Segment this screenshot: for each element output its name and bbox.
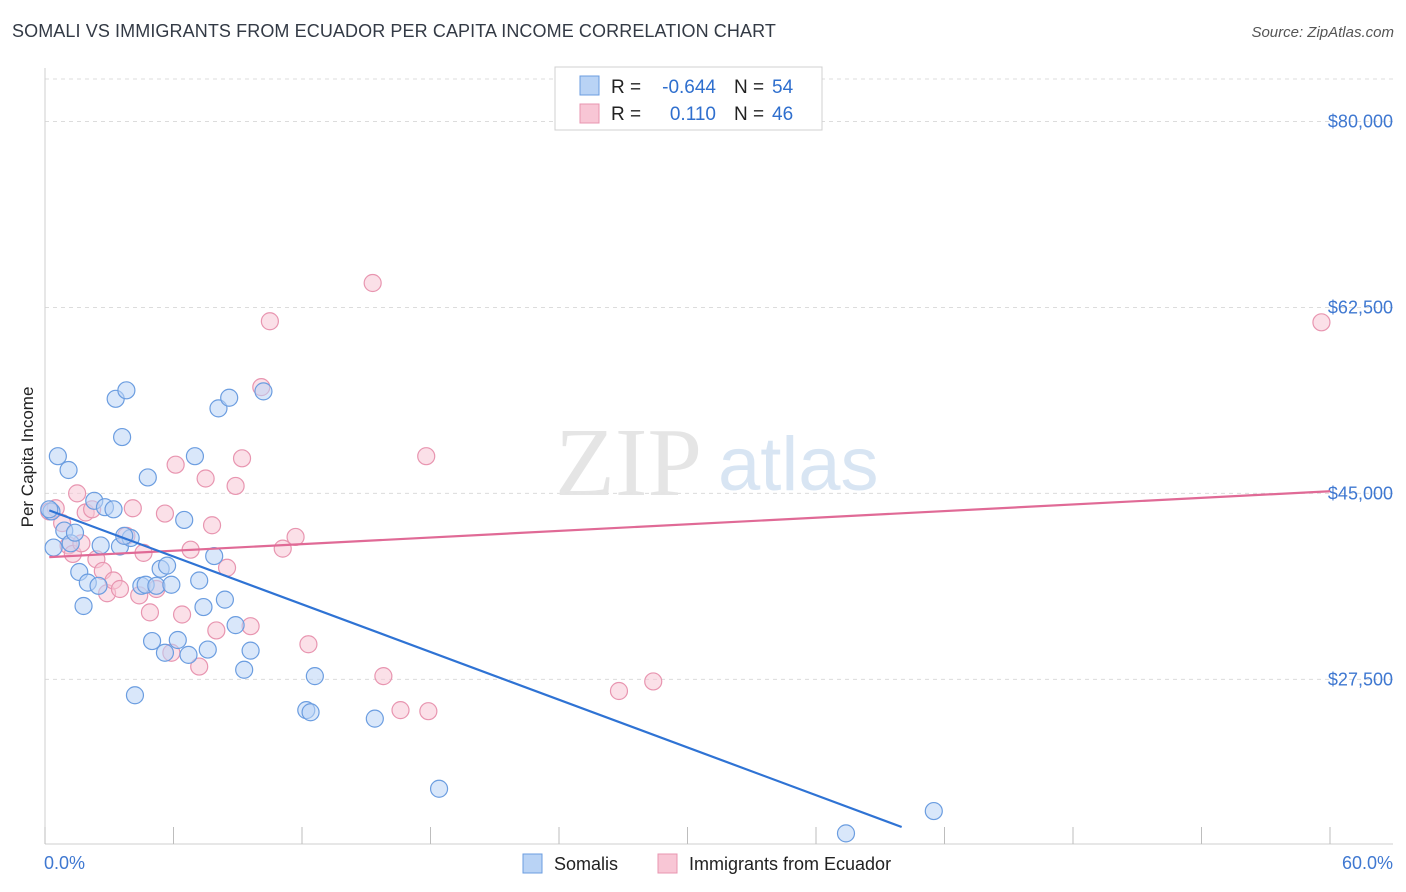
ecuador-point	[286, 527, 305, 547]
stats-r-value-1: -0.644	[662, 77, 716, 98]
ecuador-point	[363, 273, 382, 293]
ecuador-point	[232, 449, 252, 468]
stats-r-label-2: R =	[611, 104, 641, 125]
somali-point	[91, 536, 110, 555]
somali-point	[185, 447, 205, 466]
ecuador-point	[609, 681, 629, 701]
somali-point	[429, 779, 449, 798]
y-tick-label: $45,000	[1328, 483, 1393, 503]
y-tick-label: $62,500	[1328, 297, 1393, 317]
ecuador-point	[207, 621, 226, 640]
x-tick-label-right: 60.0%	[1342, 853, 1393, 873]
stats-n-value-2: 46	[772, 104, 793, 125]
somali-point	[190, 571, 209, 590]
ecuador-point	[241, 617, 260, 636]
gridlines	[45, 78, 1393, 680]
somali-point	[205, 546, 224, 566]
ecuador-point	[166, 455, 185, 474]
somali-point	[194, 597, 213, 617]
somali-point	[65, 523, 85, 542]
somali-point	[44, 538, 63, 557]
somali-point	[104, 500, 123, 519]
somali-point	[241, 641, 260, 660]
ecuador-point	[374, 667, 393, 686]
somali-point	[226, 616, 245, 635]
legend-label-somalis: Somalis	[554, 854, 618, 874]
x-tick-label-left: 0.0%	[44, 853, 85, 873]
ecuador-point	[68, 484, 87, 503]
ecuador-point	[190, 657, 209, 676]
somali-trend-line	[48, 509, 903, 829]
ecuador-trend-line	[49, 490, 1331, 559]
source-note: Source: ZipAtlas.com	[1251, 24, 1394, 41]
ecuador-point	[110, 579, 130, 599]
somali-point	[198, 640, 217, 659]
stats-n-label-1: N =	[734, 77, 764, 98]
somali-point	[162, 575, 181, 594]
ecuador-point	[419, 702, 438, 721]
somali-point	[89, 576, 108, 595]
y-tick-label: $80,000	[1328, 112, 1393, 132]
ecuador-point	[1312, 313, 1331, 332]
somali-point	[74, 596, 93, 616]
stats-n-value-1: 54	[772, 77, 794, 98]
somali-point	[125, 686, 145, 705]
legend-swatch-ecuador	[657, 853, 678, 874]
y-axis-label: Per Capita Income	[18, 387, 37, 528]
ecuador-point	[172, 605, 192, 624]
ecuador-point	[196, 469, 215, 488]
ecuador-point	[299, 635, 318, 654]
somali-point	[59, 460, 78, 480]
stats-box: R = -0.644 N = 54 R = 0.110 N = 46	[554, 66, 823, 131]
watermark-atlas: atlas	[718, 422, 879, 507]
somali-point	[48, 447, 67, 466]
somali-point	[235, 660, 254, 679]
somali-point	[254, 382, 273, 401]
ecuador-point	[202, 516, 222, 535]
somali-point	[155, 643, 175, 662]
legend-swatch-somalis	[522, 853, 543, 874]
somali-point	[924, 801, 943, 821]
ecuador-point	[644, 672, 663, 691]
y-tick-labels: $80,000 $62,500 $45,000 $27,500	[1328, 112, 1393, 690]
somali-point	[305, 667, 324, 686]
somali-point	[220, 388, 239, 407]
somali-point	[142, 631, 162, 651]
somali-point	[365, 709, 384, 728]
trend-lines	[48, 490, 1331, 829]
somali-point	[112, 427, 132, 447]
series-somalis-points	[40, 381, 943, 843]
watermark: ZIP atlas	[555, 409, 879, 517]
stats-r-label-1: R =	[611, 77, 641, 98]
somali-point	[175, 510, 194, 530]
somali-point	[157, 556, 177, 575]
ecuador-point	[417, 447, 436, 466]
ecuador-point	[226, 476, 245, 496]
somali-point	[215, 590, 234, 609]
y-tick-label: $27,500	[1328, 669, 1393, 689]
stats-n-label-2: N =	[734, 104, 764, 125]
somali-point	[147, 576, 166, 595]
somali-point	[836, 824, 856, 843]
somali-point	[40, 500, 59, 519]
ecuador-point	[140, 603, 160, 622]
stats-r-value-2: 0.110	[670, 104, 716, 125]
stats-swatch-ecuador	[579, 103, 600, 124]
somali-point	[117, 381, 136, 400]
somali-point	[138, 468, 157, 487]
somali-point	[301, 703, 320, 722]
chart-title: SOMALI VS IMMIGRANTS FROM ECUADOR PER CA…	[12, 21, 776, 41]
axes	[44, 68, 1393, 845]
stats-swatch-somalis	[579, 75, 600, 96]
ecuador-point	[260, 312, 279, 331]
ecuador-point	[155, 504, 175, 523]
ecuador-point	[391, 701, 410, 720]
legend-label-ecuador: Immigrants from Ecuador	[689, 854, 891, 874]
somali-point	[168, 630, 187, 650]
legend: Somalis Immigrants from Ecuador	[522, 853, 891, 874]
somali-point	[179, 645, 198, 664]
ecuador-point	[123, 499, 142, 518]
watermark-zip: ZIP	[555, 409, 702, 517]
